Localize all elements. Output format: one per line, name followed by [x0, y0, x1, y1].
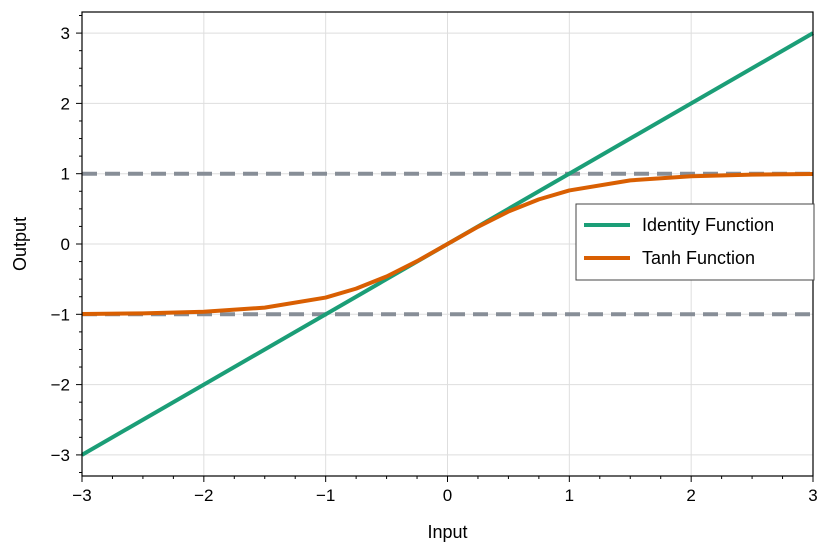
y-axis-title: Output — [10, 217, 30, 271]
series-lines — [81, 31, 814, 457]
axis-ticks — [76, 15, 814, 482]
y-tick-label: 0 — [61, 235, 70, 254]
y-tick-labels: −3 −2 −1 0 1 2 3 — [51, 24, 70, 465]
tanh-series-line — [81, 172, 814, 316]
x-tick-label: −2 — [194, 486, 213, 505]
legend-label-tanh: Tanh Function — [642, 248, 755, 268]
x-tick-labels: −3 −2 −1 0 1 2 3 — [72, 486, 817, 505]
y-tick-label: 2 — [61, 94, 70, 113]
x-tick-label: 3 — [808, 486, 817, 505]
x-tick-label: −3 — [72, 486, 91, 505]
x-tick-label: 0 — [443, 486, 452, 505]
x-tick-label: 2 — [686, 486, 695, 505]
y-tick-label: −3 — [51, 446, 70, 465]
y-tick-label: −1 — [51, 305, 70, 324]
legend-label-identity: Identity Function — [642, 215, 774, 235]
x-axis-title: Input — [427, 522, 467, 542]
x-tick-label: −1 — [316, 486, 335, 505]
y-tick-label: 1 — [61, 165, 70, 184]
legend-box — [575, 203, 815, 281]
reference-lines — [82, 171, 813, 317]
y-tick-label: −2 — [51, 376, 70, 395]
legend: Identity Function Tanh Function — [575, 203, 815, 281]
y-tick-label: 3 — [61, 24, 70, 43]
x-tick-label: 1 — [565, 486, 574, 505]
